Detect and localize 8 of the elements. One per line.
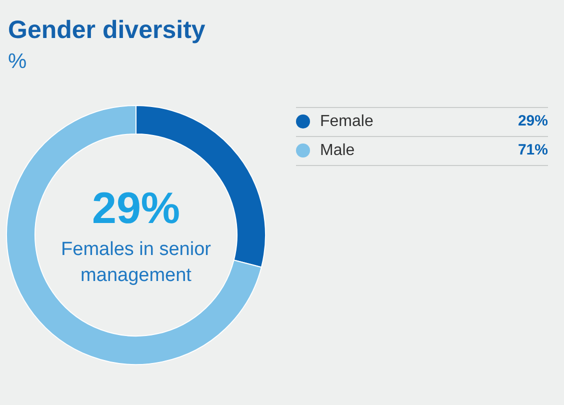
- data-label: 29%: [518, 112, 548, 130]
- chart-title: Gender diversity: [8, 16, 206, 45]
- legend-label: Female: [320, 112, 374, 130]
- legend-label: Male: [320, 142, 355, 159]
- data-label: 71%: [518, 142, 548, 159]
- chart-subtitle: %: [8, 50, 27, 74]
- text: 29%: [92, 184, 180, 233]
- text: Females in senior management: [61, 239, 212, 286]
